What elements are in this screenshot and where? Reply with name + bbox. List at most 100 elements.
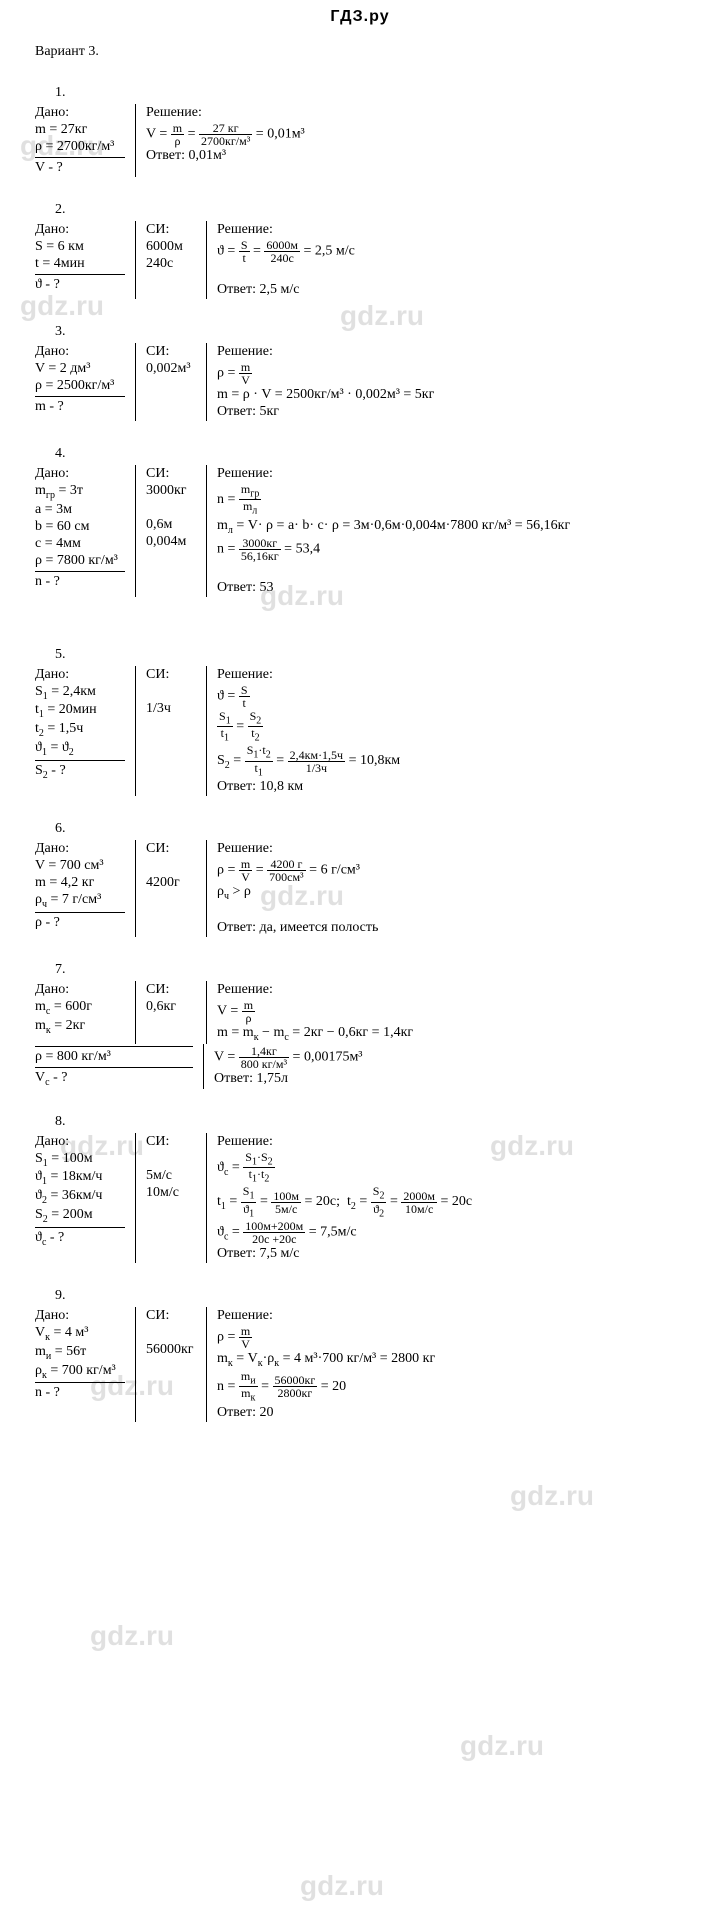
problem-number: 8.: [55, 1114, 695, 1130]
si-label: СИ:: [146, 466, 196, 482]
answer-line: Ответ: 1,75л: [214, 1071, 363, 1087]
problem-4: 4. Дано: mгр = 3т a = 3м b = 60 см c = 4…: [25, 446, 695, 597]
si-label: СИ:: [146, 982, 196, 998]
answer-value: 2,5 м/с: [259, 282, 299, 297]
solution-label: Решение:: [217, 344, 434, 360]
find-line: n - ?: [35, 574, 125, 590]
given-line: mк = 2кг: [35, 1018, 125, 1036]
variant-title: Вариант 3.: [35, 44, 695, 60]
answer-line: Ответ: 2,5 м/с: [217, 282, 355, 298]
find-line: ρ - ?: [35, 915, 125, 931]
answer-line: Ответ: 53: [217, 580, 570, 596]
si-line: 1/3ч: [146, 701, 196, 717]
si-line: 0,6кг: [146, 999, 196, 1015]
si-line: 56000кг: [146, 1342, 196, 1358]
given-line: S1 = 2,4км: [35, 684, 125, 702]
problem-number: 1.: [55, 85, 695, 101]
problem-3: 3. Дано: V = 2 дм³ ρ = 2500кг/м³ m - ? С…: [25, 324, 695, 421]
answer-line: Ответ: 7,5 м/с: [217, 1246, 472, 1262]
given-line: ρ = 2500кг/м³: [35, 378, 125, 394]
watermark: gdz.ru: [460, 1730, 544, 1762]
given-line: c = 4мм: [35, 536, 125, 552]
find-line: S2 - ?: [35, 763, 125, 781]
solution-line: S2 = S1·t2t1 = 2,4км·1,5ч1/3ч = 10,8км: [217, 744, 400, 778]
answer-value: 10,8 км: [259, 779, 303, 794]
given-line: t = 4мин: [35, 256, 125, 272]
si-line: 4200г: [146, 875, 196, 891]
answer-label: Ответ:: [146, 148, 185, 163]
given-label: Дано:: [35, 1134, 125, 1150]
answer-value: 5кг: [259, 404, 279, 419]
answer-value: да, имеется полость: [259, 920, 378, 935]
si-line: 3000кг: [146, 483, 196, 499]
problem-5: 5. Дано: S1 = 2,4км t1 = 20мин t2 = 1,5ч…: [25, 647, 695, 797]
given-label: Дано:: [35, 222, 125, 238]
answer-line: Ответ: 5кг: [217, 404, 434, 420]
answer-label: Ответ:: [217, 282, 256, 297]
given-line: ρ = 7800 кг/м³: [35, 553, 125, 569]
given-label: Дано:: [35, 344, 125, 360]
given-label: Дано:: [35, 982, 125, 998]
si-label: СИ:: [146, 1134, 196, 1150]
problem-number: 5.: [55, 647, 695, 663]
answer-line: Ответ: да, имеется полость: [217, 920, 378, 936]
si-label: СИ:: [146, 667, 196, 683]
given-line: ρч = 7 г/см³: [35, 892, 125, 910]
solution-line: ϑс = S1·S2t1·t2: [217, 1151, 472, 1185]
solution-label: Решение:: [217, 1134, 472, 1150]
si-label: СИ:: [146, 222, 196, 238]
watermark: gdz.ru: [510, 1480, 594, 1512]
watermark: gdz.ru: [300, 1870, 384, 1902]
given-line: m = 27кг: [35, 122, 125, 138]
given-line: S = 6 км: [35, 239, 125, 255]
si-label: СИ:: [146, 841, 196, 857]
problem-2: 2. Дано: S = 6 км t = 4мин ϑ - ? СИ: 600…: [25, 202, 695, 299]
problem-number: 2.: [55, 202, 695, 218]
si-label: СИ:: [146, 344, 196, 360]
solution-line: V = mρ = 27 кг2700кг/м³ = 0,01м³: [146, 122, 305, 147]
problem-6: 6. Дано: V = 700 см³ m = 4,2 кг ρч = 7 г…: [25, 821, 695, 937]
answer-line: Ответ: 20: [217, 1405, 435, 1421]
answer-label: Ответ:: [217, 1246, 256, 1261]
solution-line: ϑ = St = 6000м240с = 2,5 м/с: [217, 239, 355, 264]
solution-line: m = ρ · V = 2500кг/м³ · 0,002м³ = 5кг: [217, 387, 434, 403]
given-line: ρк = 700 кг/м³: [35, 1363, 125, 1381]
problem-8: 8. Дано: S1 = 100м ϑ1 = 18км/ч ϑ2 = 36км…: [25, 1114, 695, 1264]
given-line: b = 60 см: [35, 519, 125, 535]
find-line: Vс - ?: [35, 1070, 193, 1088]
problem-number: 4.: [55, 446, 695, 462]
si-label: СИ:: [146, 1308, 196, 1324]
given-line: t1 = 20мин: [35, 702, 125, 720]
problem-number: 7.: [55, 962, 695, 978]
given-line: mс = 600г: [35, 999, 125, 1017]
answer-label: Ответ:: [217, 580, 256, 595]
solution-line: n = 3000кг56,16кг = 53,4: [217, 537, 570, 562]
answer-value: 1,75л: [256, 1071, 288, 1086]
problem-7: 7. Дано: mс = 600г mк = 2кг СИ: 0,6кг Ре…: [25, 962, 695, 1089]
given-line: mгр = 3т: [35, 483, 125, 501]
site-header: ГДЗ.ру: [0, 0, 720, 34]
solution-label: Решение:: [217, 1308, 435, 1324]
answer-label: Ответ:: [217, 1405, 256, 1420]
given-line: S2 = 200м: [35, 1207, 125, 1225]
solution-line: m = mк − mс = 2кг − 0,6кг = 1,4кг: [217, 1025, 413, 1043]
given-line: t2 = 1,5ч: [35, 721, 125, 739]
answer-value: 20: [259, 1405, 273, 1420]
find-line: ϑс - ?: [35, 1230, 125, 1248]
solution-line: n = mиmк = 56000кг2800кг = 20: [217, 1370, 435, 1404]
given-label: Дано:: [35, 841, 125, 857]
solution-line: ρ = mV: [217, 1325, 435, 1350]
problem-9: 9. Дано: Vк = 4 м³ mи = 56т ρк = 700 кг/…: [25, 1288, 695, 1422]
find-line: m - ?: [35, 399, 125, 415]
si-line: 0,6м: [146, 517, 196, 533]
si-line: 240с: [146, 256, 196, 272]
solution-line: t1 = S1ϑ1 = 100м5м/с = 20с; t2 = S2ϑ2 = …: [217, 1185, 472, 1219]
find-line: ϑ - ?: [35, 277, 125, 293]
solution-line: V = 1,4кг800 кг/м³ = 0,00175м³: [214, 1045, 363, 1070]
given-label: Дано:: [35, 667, 125, 683]
solution-label: Решение:: [146, 105, 305, 121]
answer-value: 53: [259, 580, 273, 595]
answer-label: Ответ:: [217, 779, 256, 794]
problem-number: 9.: [55, 1288, 695, 1304]
given-line: V = 2 дм³: [35, 361, 125, 377]
